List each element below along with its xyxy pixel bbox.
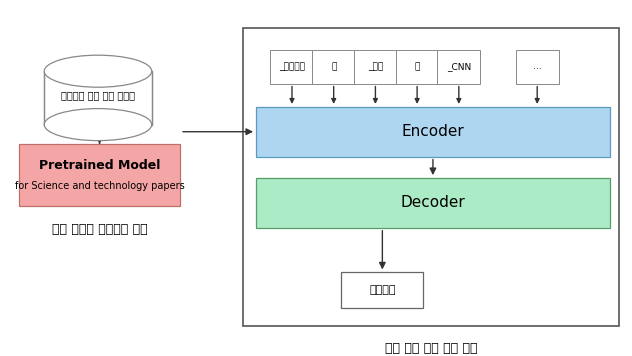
Text: Decoder: Decoder <box>401 195 465 210</box>
FancyBboxPatch shape <box>44 71 152 125</box>
Text: Encoder: Encoder <box>401 124 465 139</box>
Text: Pretrained Model: Pretrained Model <box>39 159 161 173</box>
Text: ...: ... <box>533 62 542 71</box>
FancyBboxPatch shape <box>312 50 355 84</box>
Ellipse shape <box>44 55 152 87</box>
FancyBboxPatch shape <box>256 107 610 157</box>
Text: 아: 아 <box>415 62 420 71</box>
Text: 논문 문장 의미 분류 모델: 논문 문장 의미 분류 모델 <box>385 342 478 355</box>
FancyBboxPatch shape <box>256 178 610 228</box>
Text: for Science and technology papers: for Science and technology papers <box>15 181 185 191</box>
Text: 과학기술 분야 논문 데이터: 과학기술 분야 논문 데이터 <box>61 90 135 100</box>
FancyBboxPatch shape <box>437 50 480 84</box>
FancyBboxPatch shape <box>341 272 423 308</box>
Ellipse shape <box>44 109 152 141</box>
Text: 제안방법: 제안방법 <box>369 285 396 295</box>
Text: _위하: _위하 <box>368 62 383 71</box>
FancyBboxPatch shape <box>354 50 397 84</box>
FancyBboxPatch shape <box>270 50 313 84</box>
FancyBboxPatch shape <box>396 50 439 84</box>
Text: 논문 도메인 사전학습 모델: 논문 도메인 사전학습 모델 <box>52 223 147 236</box>
FancyBboxPatch shape <box>516 50 559 84</box>
FancyBboxPatch shape <box>19 144 180 206</box>
Text: 을: 을 <box>331 62 336 71</box>
FancyBboxPatch shape <box>243 28 619 326</box>
Text: _CNN: _CNN <box>447 62 471 71</box>
Text: _감성분석: _감성분석 <box>279 62 305 71</box>
